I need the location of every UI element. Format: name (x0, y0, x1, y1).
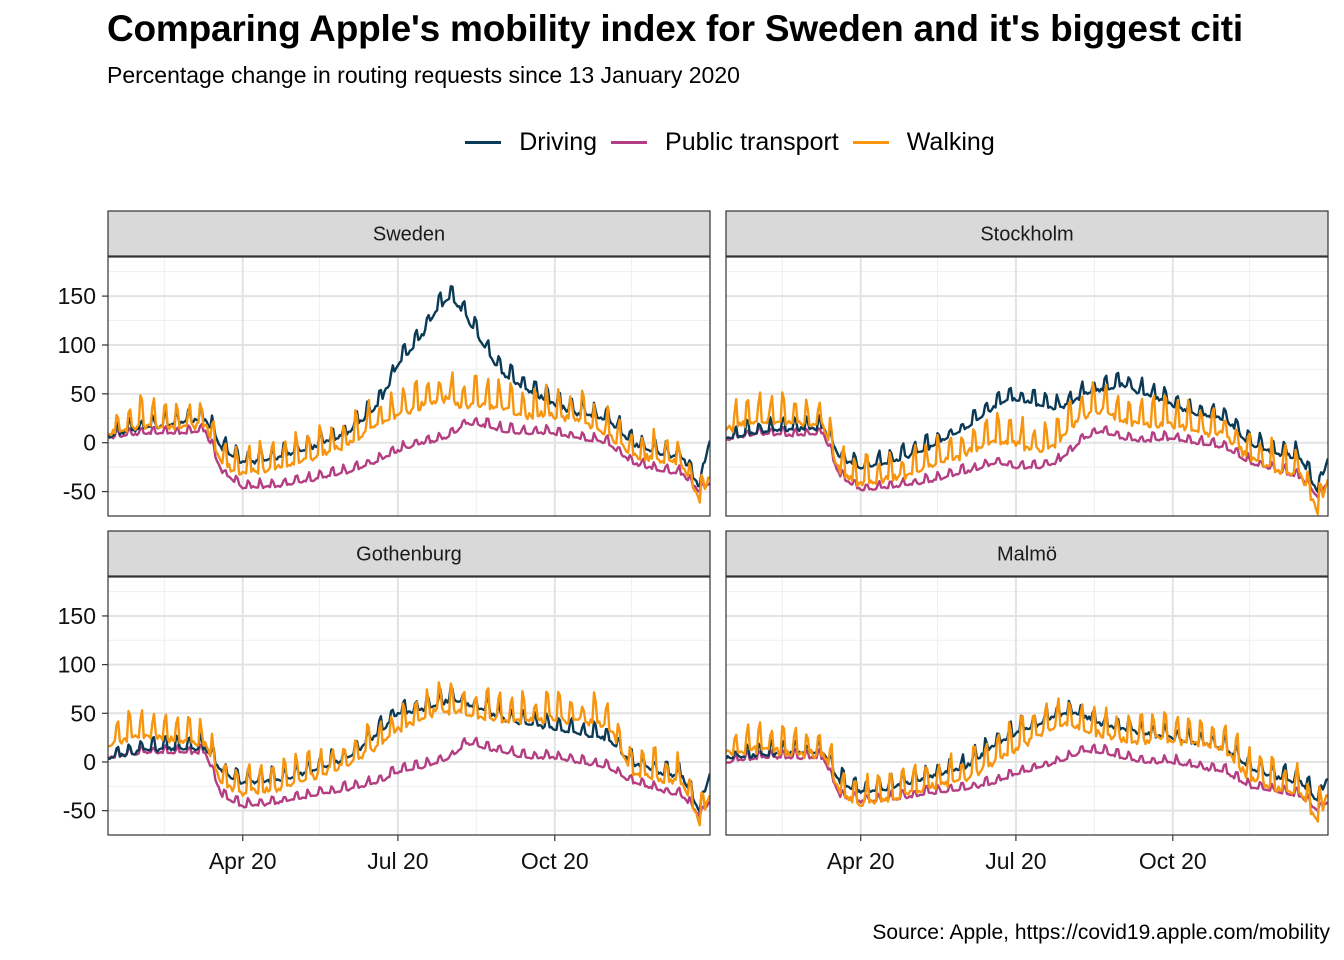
series-line-public-transport-malmo (726, 743, 1328, 813)
series-line-walking-stockholm (726, 381, 1328, 516)
panel-border-sweden (107, 256, 711, 517)
x-tick-label: Jul 20 (985, 848, 1046, 874)
facet-strip-malmo (725, 530, 1329, 577)
facet-strip-sweden (107, 210, 711, 257)
plot-area-sweden (108, 257, 710, 516)
y-tick-label: 150 (58, 283, 96, 309)
legend: Driving Public transport Walking (0, 128, 1344, 157)
y-tick-label: 150 (58, 603, 96, 629)
legend-label-walking: Walking (906, 128, 995, 156)
legend-item-driving: Driving (465, 128, 597, 157)
facet-label-gothenburg: Gothenburg (356, 544, 462, 566)
x-tick-label: Apr 20 (827, 848, 895, 874)
facet-strip-stockholm (725, 210, 1329, 257)
series-line-walking-malmo (726, 697, 1328, 823)
legend-key-public-transport (611, 141, 648, 144)
y-tick-label: 50 (70, 381, 96, 407)
facet-label-stockholm: Stockholm (980, 224, 1073, 246)
series-line-public-transport-stockholm (726, 425, 1328, 499)
panel-border-stockholm (725, 256, 1329, 517)
panel-border-gothenburg (107, 576, 711, 836)
series-line-public-transport-sweden (108, 416, 710, 494)
panel-sweden: Sweden -50 0 50 100 150 (58, 210, 711, 517)
plot-area-gothenburg (108, 577, 710, 835)
y-tick-label: -50 (63, 798, 96, 824)
legend-key-walking (852, 141, 889, 144)
panel-border-malmo (725, 576, 1329, 836)
y-tick-label: -50 (63, 479, 96, 505)
legend-key-driving (465, 141, 502, 144)
x-tick-label: Apr 20 (209, 848, 277, 874)
y-tick-label: 0 (83, 749, 96, 775)
legend-label-driving: Driving (519, 128, 598, 156)
x-tick-label: Oct 20 (1139, 848, 1207, 874)
legend-item-walking: Walking (852, 128, 995, 157)
x-tick-label: Jul 20 (367, 848, 428, 874)
panel-malmo: Malmö Apr 20 Jul 20 Oct 20 (725, 530, 1329, 874)
source-caption: Source: Apple, https://covid19.apple.com… (872, 921, 1330, 944)
y-tick-label: 0 (83, 430, 96, 456)
plot-area-stockholm (726, 257, 1328, 516)
series-line-walking-sweden (108, 371, 710, 504)
y-tick-label: 100 (58, 652, 96, 678)
panel-stockholm: Stockholm (725, 210, 1329, 517)
y-tick-label: 100 (58, 332, 96, 358)
y-tick-label: 50 (70, 700, 96, 726)
legend-item-public-transport: Public transport (611, 128, 839, 157)
plot-area-malmo (726, 577, 1328, 835)
facet-label-sweden: Sweden (373, 224, 445, 246)
x-tick-label: Oct 20 (521, 848, 589, 874)
panel-gothenburg: Gothenburg -50 0 50 100 150 Apr 20 Jul 20 Oct 20 (58, 530, 711, 874)
series-line-public-transport-gothenburg (108, 736, 710, 819)
series-line-walking-gothenburg (108, 681, 710, 827)
chart-subtitle: Percentage change in routing requests si… (107, 62, 740, 88)
facet-strip-gothenburg (107, 530, 711, 577)
facet-label-malmo: Malmö (997, 544, 1057, 566)
chart-title: Comparing Apple's mobility index for Swe… (107, 8, 1243, 49)
legend-label-public-transport: Public transport (665, 128, 839, 156)
